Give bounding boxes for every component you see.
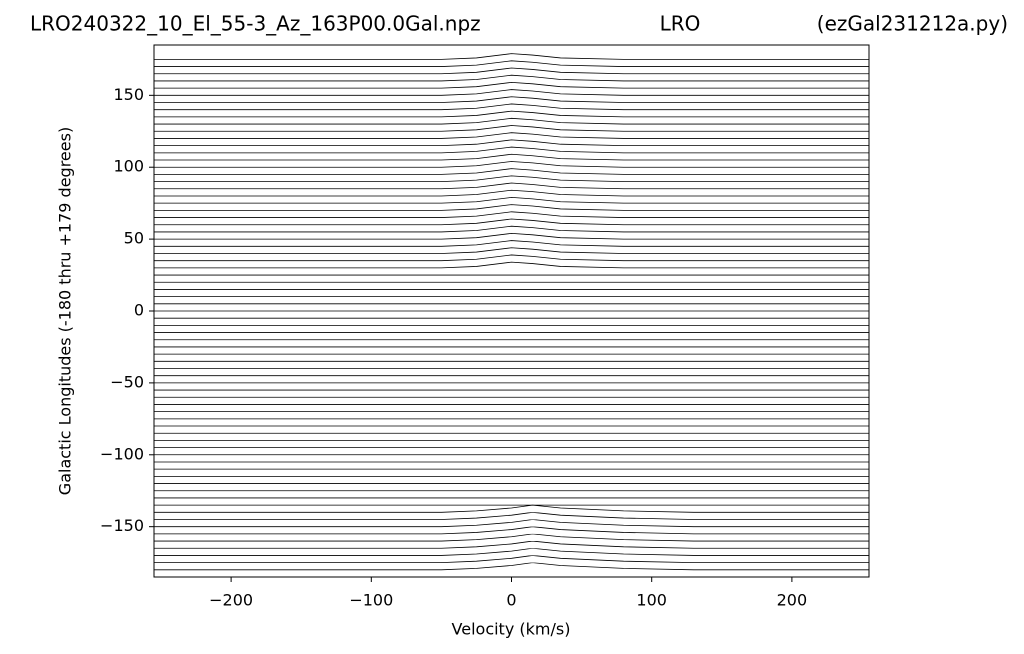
spectrum-line <box>154 526 869 535</box>
spectrum-line <box>154 562 869 571</box>
spectrum-line <box>154 103 869 111</box>
y-tick-label: 0 <box>134 301 144 320</box>
spectrum-line <box>154 511 869 520</box>
spectrum-line <box>154 53 869 60</box>
chart-title-left: LRO240322_10_El_55-3_Az_163P00.0Gal.npz <box>30 12 481 36</box>
spectrum-line <box>154 211 869 218</box>
spectrum-line <box>154 240 869 247</box>
spectrum-line <box>154 261 869 269</box>
spectrum-line <box>154 247 869 254</box>
spectrum-line <box>154 146 869 154</box>
spectrum-line <box>154 96 869 103</box>
y-tick-label: −50 <box>110 372 144 391</box>
spectrum-line <box>154 218 869 226</box>
spectrum-line <box>154 519 869 528</box>
spectrum-line <box>154 254 869 262</box>
spectrum-line <box>154 125 869 132</box>
spectrum-line <box>154 555 869 564</box>
y-tick-label: 100 <box>113 157 144 176</box>
y-tick-label: −150 <box>100 516 144 535</box>
y-tick-label: 150 <box>113 85 144 104</box>
spectrum-line <box>154 74 869 82</box>
spectrum-line <box>154 60 869 67</box>
spectrum-line <box>154 168 869 175</box>
spectrum-line <box>154 504 869 513</box>
spectrum-line <box>154 153 869 161</box>
x-tick-label: 0 <box>506 591 516 610</box>
spectrum-line <box>154 139 869 147</box>
spectrum-line <box>154 161 869 168</box>
y-tick-label: −100 <box>100 444 144 463</box>
spectrum-line <box>154 175 869 182</box>
spectrum-line <box>154 132 869 139</box>
spectrum-line <box>154 232 869 240</box>
chart-title-right: (ezGal231212a.py) <box>817 12 1008 36</box>
chart-title-center: LRO <box>660 12 701 36</box>
spectrum-line <box>154 540 869 549</box>
spectrum-line <box>154 110 869 118</box>
spectrum-line <box>154 547 869 556</box>
spectrum-line <box>154 81 869 89</box>
spectrum-line <box>154 117 869 125</box>
x-axis-label: Velocity (km/s) <box>452 620 571 639</box>
x-tick-label: 200 <box>777 591 808 610</box>
spectrum-line <box>154 182 869 190</box>
spectrum-line <box>154 89 869 96</box>
spectrum-line <box>154 533 869 542</box>
y-axis-label: Galactic Longitudes (-180 thru +179 degr… <box>56 127 75 495</box>
spectrum-line <box>154 189 869 197</box>
spectrum-line <box>154 204 869 211</box>
y-tick-label: 50 <box>124 229 144 248</box>
x-tick-label: −200 <box>209 591 253 610</box>
spectrum-line <box>154 67 869 75</box>
x-tick-label: −100 <box>349 591 393 610</box>
spectrum-line <box>154 225 869 233</box>
x-tick-label: 100 <box>636 591 667 610</box>
plot-area <box>154 53 869 571</box>
spectrum-line <box>154 197 869 204</box>
